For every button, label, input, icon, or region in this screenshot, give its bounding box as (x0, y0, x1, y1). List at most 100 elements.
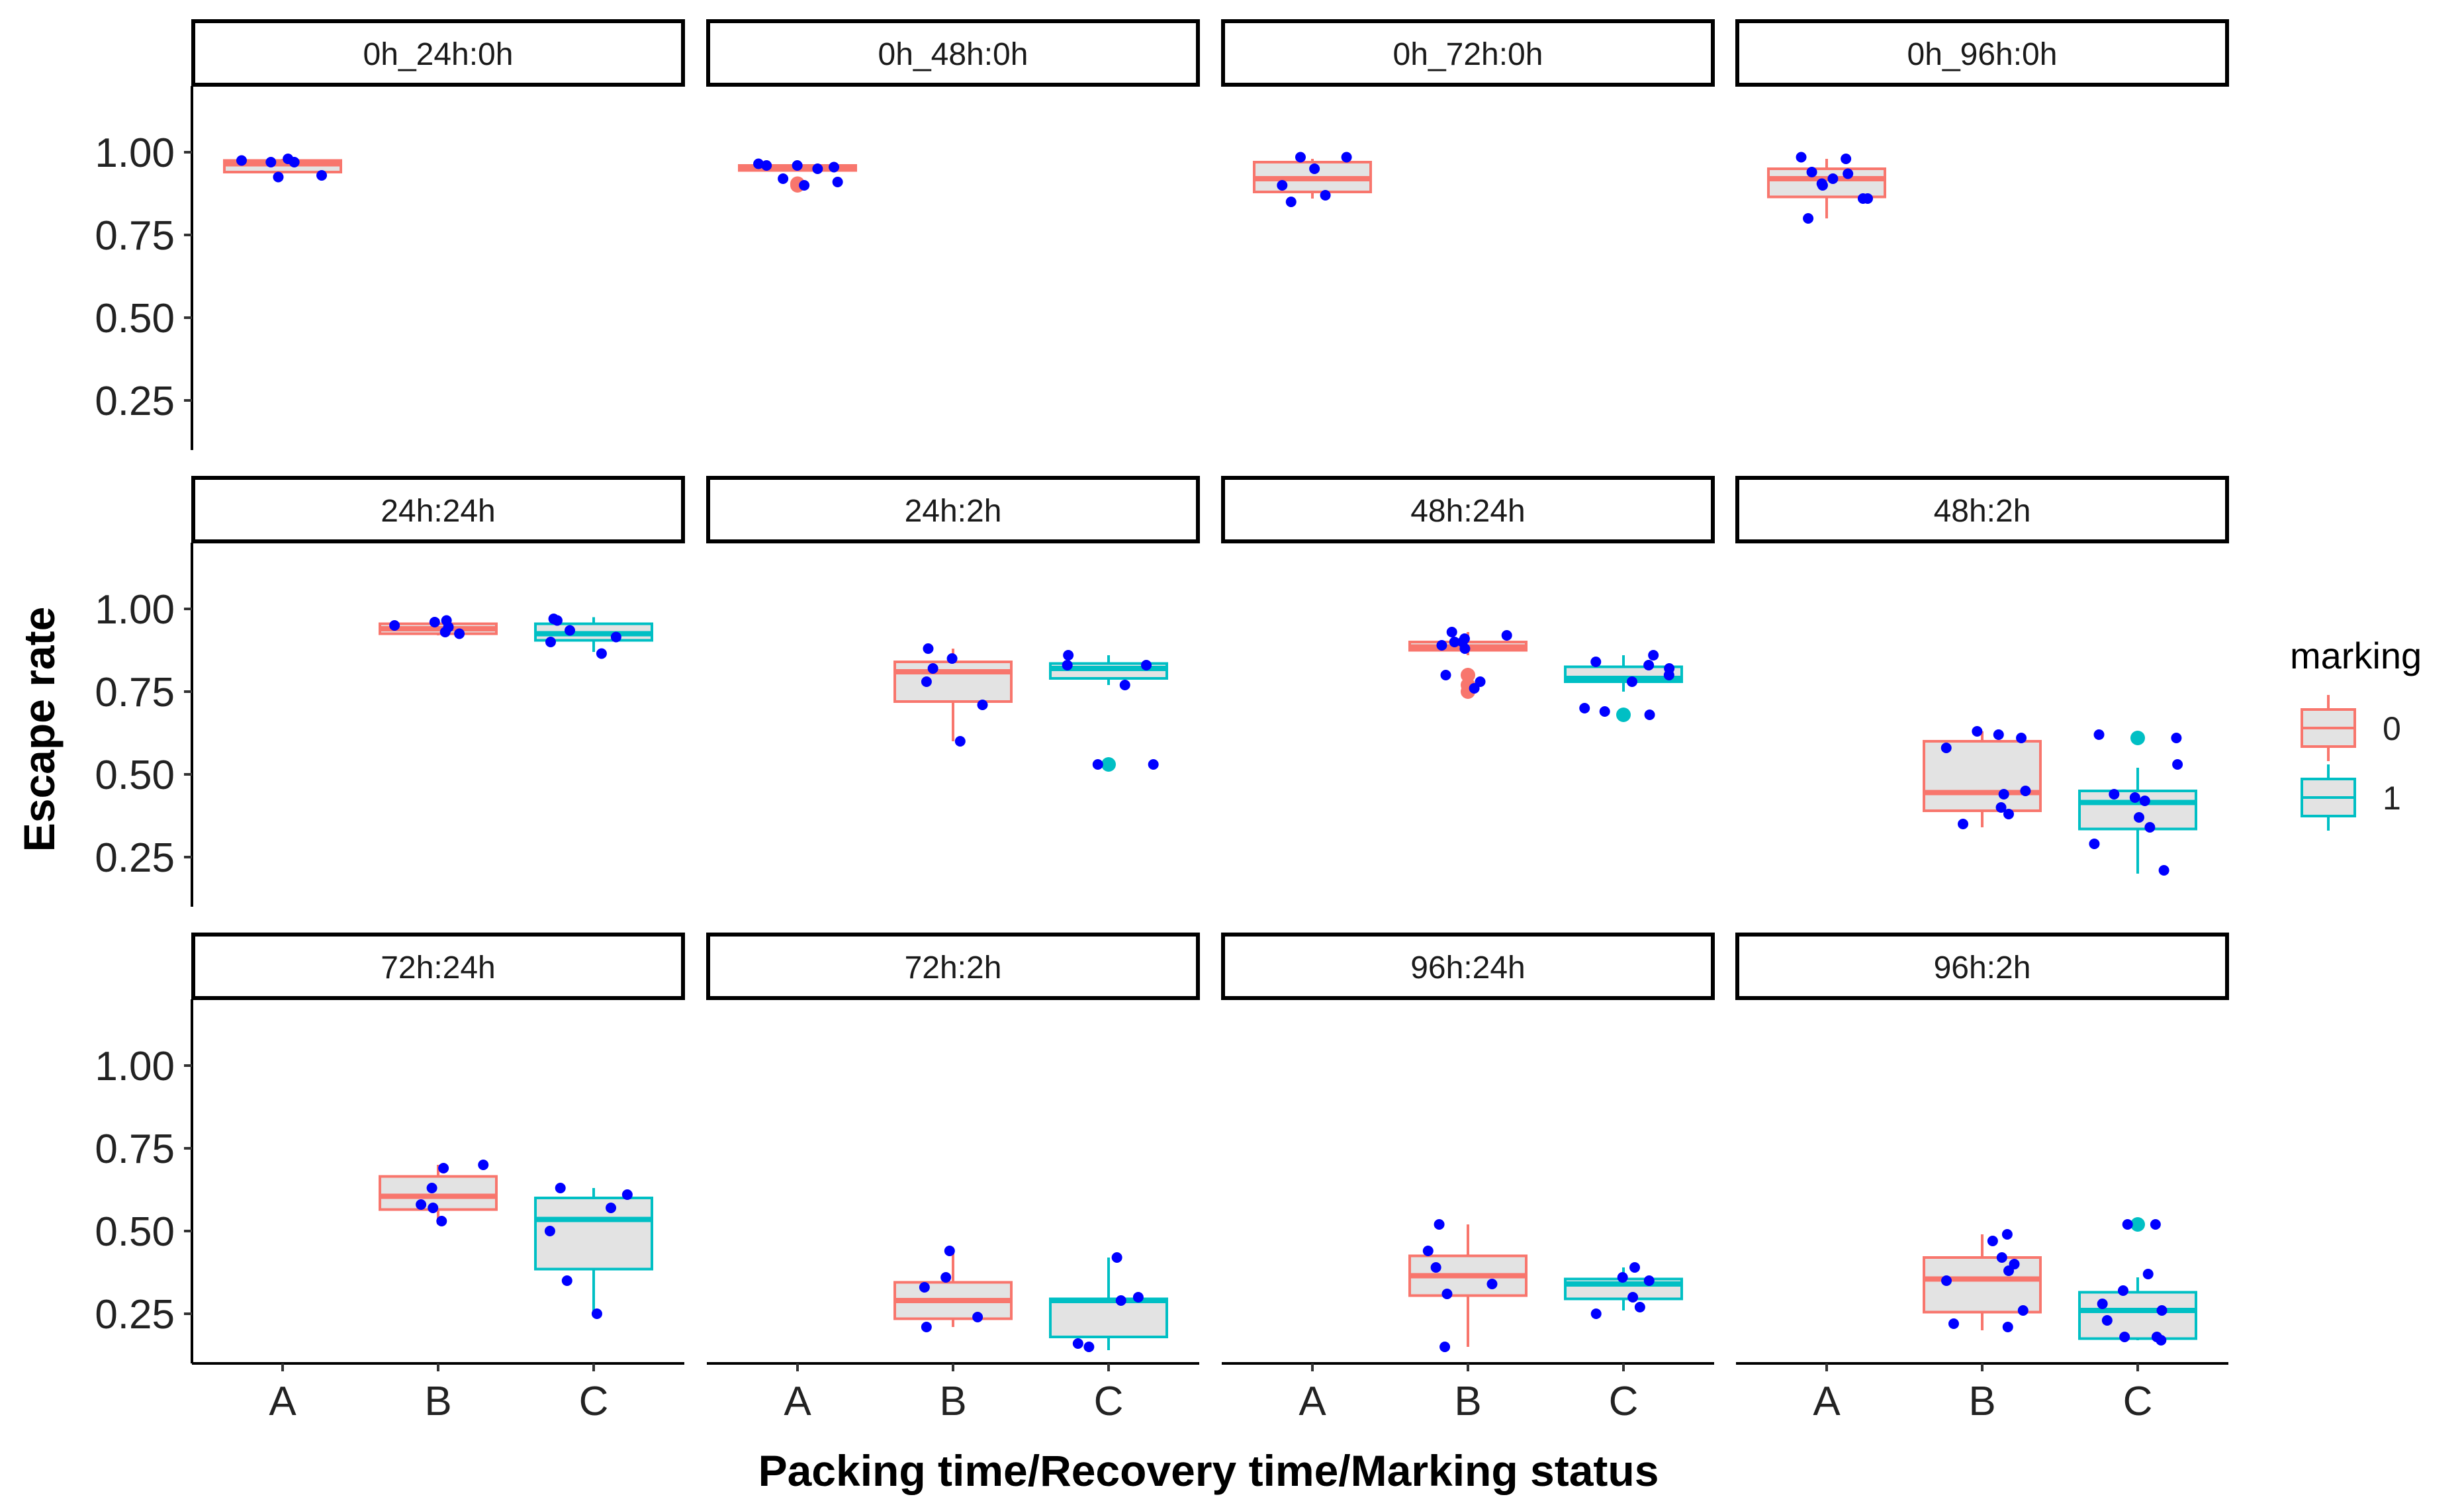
data-point (829, 161, 840, 173)
data-point (792, 160, 803, 171)
data-point (1948, 1318, 1959, 1329)
box-iqr (2078, 1291, 2197, 1340)
facet-panels: 0h_24h:0h 1.00 0.75 0.50 0.25 0h_48h:0h 0h_72h… (95, 19, 2229, 1424)
legend-label: 0 (2383, 710, 2401, 747)
data-point (2139, 796, 2150, 806)
data-point (1309, 163, 1320, 174)
data-point (1440, 670, 1451, 680)
data-point (1501, 630, 1512, 641)
box-C (534, 1183, 653, 1319)
data-point (2002, 1322, 2013, 1332)
legend-key-1: 1 (2301, 764, 2401, 831)
data-point (1827, 173, 1839, 184)
facet-strip-label: 72h:2h (905, 950, 1002, 985)
data-point (1469, 683, 1480, 694)
data-point (954, 736, 966, 747)
data-point (1643, 1275, 1655, 1286)
data-point (923, 643, 934, 654)
data-point (2020, 786, 2031, 796)
facet-panel: 48h:24h (1221, 476, 1715, 722)
facet-strip-label: 24h:24h (381, 494, 496, 529)
data-point (1295, 152, 1306, 163)
data-point (544, 1226, 555, 1236)
data-point (1119, 680, 1130, 690)
y-tick-label: 0.25 (95, 379, 175, 424)
data-point (426, 1183, 437, 1193)
x-tick-label: B (1454, 1379, 1481, 1424)
box-C (2078, 1217, 2197, 1346)
data-point (1590, 657, 1602, 667)
data-point (1987, 1236, 1998, 1246)
data-point (1072, 1338, 1083, 1349)
data-point (1816, 178, 1827, 189)
x-tick-label: C (2123, 1379, 2153, 1424)
box-A (223, 154, 342, 183)
facet-strip (706, 476, 1200, 543)
data-point (1843, 168, 1854, 179)
data-point (1111, 1252, 1122, 1263)
data-point (921, 676, 932, 687)
data-point (1663, 670, 1674, 680)
data-point (436, 1216, 447, 1226)
box-B (1408, 627, 1528, 699)
data-point (1449, 637, 1460, 647)
x-tick-label: C (1094, 1379, 1124, 1424)
data-point (1617, 1272, 1628, 1283)
box-iqr (1923, 740, 2042, 812)
data-point (1626, 676, 1637, 687)
y-tick-label: 1.00 (95, 587, 175, 633)
facet-strip (1735, 933, 2229, 1000)
data-point (596, 648, 607, 659)
data-point (565, 625, 576, 636)
data-point (1132, 1292, 1144, 1303)
facet-panel: 96h:24h A B C (1221, 933, 1715, 1424)
data-point (555, 1183, 566, 1193)
data-point (778, 173, 789, 184)
box-A (1767, 152, 1886, 224)
box-C (1564, 650, 1683, 722)
box-C (1564, 1262, 1683, 1319)
data-point (2172, 759, 2183, 770)
data-point (545, 637, 556, 647)
y-tick-label: 0.75 (95, 213, 175, 259)
data-point (273, 171, 284, 183)
outlier-point (1461, 668, 1475, 682)
box-B (1923, 726, 2042, 829)
x-tick-label: C (579, 1379, 609, 1424)
box-B (893, 643, 1013, 747)
data-point (610, 631, 621, 643)
facet-panel: 72h:24h 1.00 0.75 0.50 0.25 A B C (95, 933, 685, 1424)
data-point (1599, 706, 1610, 717)
data-point (761, 160, 772, 171)
data-point (236, 155, 248, 166)
data-point (2156, 1305, 2167, 1316)
data-point (946, 653, 958, 664)
facet-panel: 0h_96h:0h (1735, 19, 2229, 224)
data-point (1579, 703, 1590, 713)
facet-strip-label: 0h_24h:0h (363, 37, 514, 72)
y-axis-label: Escape rate (15, 607, 64, 852)
data-point (1422, 1246, 1434, 1256)
data-point (2119, 1332, 2130, 1342)
data-point (265, 157, 277, 167)
x-axis-label: Packing time/Recovery time/Marking statu… (758, 1446, 1659, 1495)
data-point (1439, 1342, 1451, 1352)
data-point (1629, 1262, 1641, 1273)
data-point (441, 615, 452, 626)
data-point (1841, 154, 1852, 164)
data-point (1341, 152, 1352, 163)
x-tick-label: B (939, 1379, 966, 1424)
data-point (1998, 789, 2009, 800)
box-B (1923, 1229, 2042, 1332)
x-tick-label: A (269, 1379, 297, 1424)
facet-panel: 0h_24h:0h 1.00 0.75 0.50 0.25 (95, 19, 685, 450)
data-point (1972, 726, 1983, 737)
box-iqr (1923, 1256, 2042, 1314)
data-point (1285, 197, 1297, 207)
data-point (621, 1189, 633, 1200)
legend: marking 0 1 (2290, 635, 2422, 831)
box-B (379, 615, 498, 639)
facet-strip-label: 0h_72h:0h (1393, 37, 1543, 72)
data-point (2009, 1259, 2020, 1269)
legend-title: marking (2290, 635, 2422, 676)
